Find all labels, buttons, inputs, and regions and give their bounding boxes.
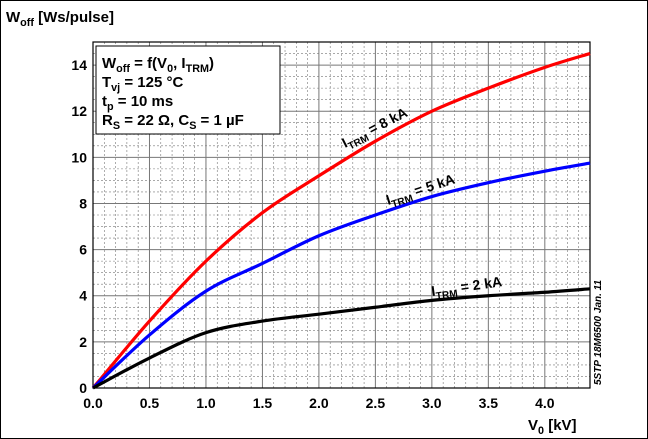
x-tick-label: 3.5 [479,395,499,411]
y-tick-label: 14 [71,57,87,73]
y-tick-label: 10 [71,149,87,165]
series-line-1 [91,161,591,390]
series-line-2 [92,287,591,390]
x-tick-labels: 0.0 0.5 1.0 1.5 2.0 2.5 3.0 3.5 4.0 [83,395,554,411]
conditions-box: Woff = f(V0, ITRM)Tvj = 125 °Ctp = 10 ms… [95,45,281,135]
x-axis-label: V0 [kV] [528,417,577,437]
y-tick-label: 12 [71,103,87,119]
y-tick-label: 4 [79,288,87,304]
y-axis-label: Woff [Ws/pulse] [6,9,114,29]
y-tick-label: 2 [79,334,87,350]
x-tick-label: 3.0 [422,395,442,411]
labels: Woff [Ws/pulse] V0 [kV] 5STP 18M6500 Jan. … [6,9,604,437]
y-tick-label: 0 [79,380,87,396]
series-line-0 [91,52,591,390]
condition-line: Tvj = 125 °C [102,74,183,94]
y-tick-labels: 0 2 4 6 8 10 12 14 [71,57,87,396]
condition-line: Woff = f(V0, ITRM) [102,55,214,75]
plot-border [92,41,591,389]
x-tick-label: 2.0 [309,395,329,411]
curve-label-2: ITRM = 2 kA [430,273,503,303]
x-tick-label: 4.0 [535,395,555,411]
condition-line: RS = 22 Ω, CS = 1 µF [102,112,244,132]
x-tick-label: 0.5 [140,395,160,411]
condition-line: tp = 10 ms [102,93,173,113]
x-tick-label: 1.5 [253,395,273,411]
x-tick-label: 1.0 [196,395,216,411]
x-tick-label: 2.5 [366,395,386,411]
y-tick-label: 8 [79,195,87,211]
conditions-box-bg [95,45,281,135]
x-tick-label: 0.0 [83,395,103,411]
curves [91,52,591,390]
y-tick-label: 6 [79,242,87,258]
side-note: 5STP 18M6500 Jan. 11 [593,279,604,385]
